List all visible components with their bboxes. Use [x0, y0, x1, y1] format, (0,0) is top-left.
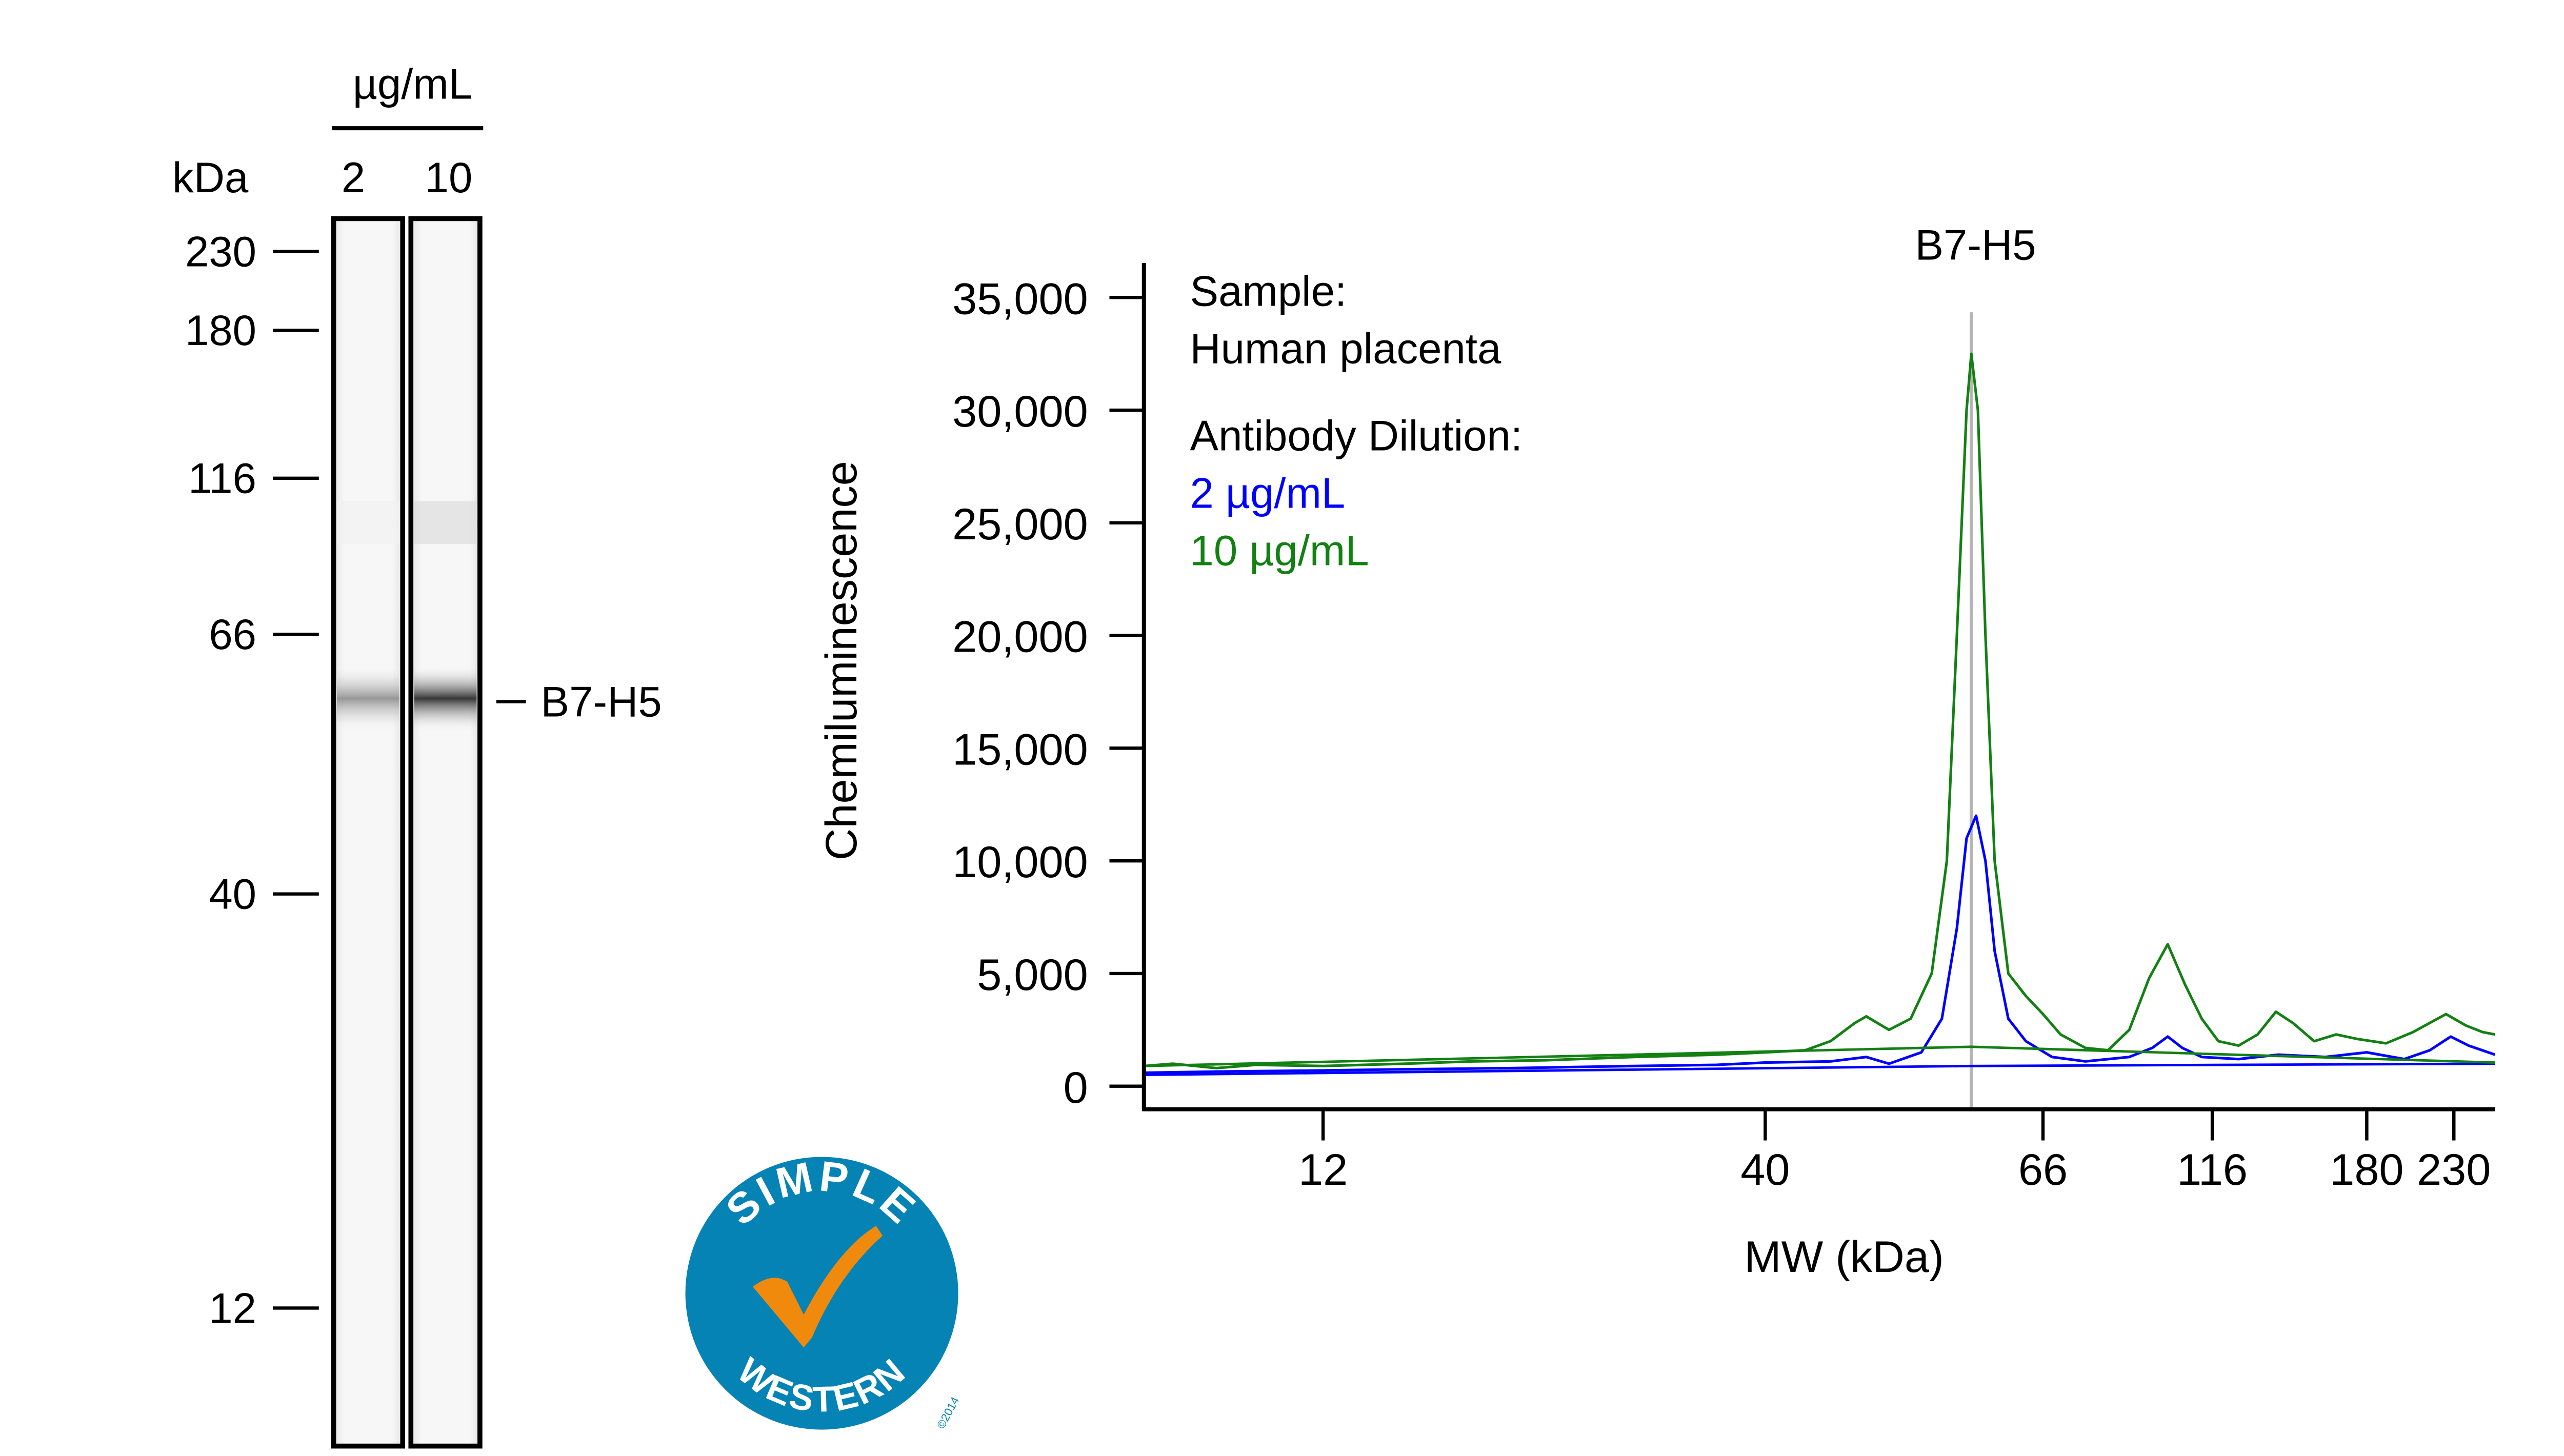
- legend-series-10: 10 µg/mL: [1190, 527, 1369, 575]
- lane-label-10: 10: [425, 154, 473, 201]
- x-tick-label: 116: [2177, 1145, 2248, 1195]
- y-tick-label: 5,000: [977, 951, 1088, 1000]
- series-baseline-0: [1144, 1062, 2495, 1077]
- marker-label: 116: [188, 455, 256, 502]
- y-tick-label: 30,000: [952, 387, 1088, 436]
- x-axis-label: MW (kDa): [1745, 1232, 1944, 1282]
- legend-sample-heading: Sample:: [1190, 267, 1347, 315]
- kda-label: kDa: [172, 154, 249, 201]
- marker-label: 66: [209, 611, 256, 658]
- minor-band: [337, 501, 399, 544]
- series-line-0: [1144, 814, 2496, 1074]
- check-icon: [752, 1226, 883, 1348]
- x-tick-label: 180: [2330, 1145, 2403, 1195]
- legend-dilution-heading: Antibody Dilution:: [1190, 412, 1523, 459]
- x-tick-label: 40: [1740, 1145, 1790, 1195]
- gel-unit-label: µg/mL: [353, 60, 472, 108]
- x-tick-label: 230: [2417, 1145, 2491, 1195]
- y-tick-label: 20,000: [952, 613, 1088, 662]
- logo-copyright: ©2014: [934, 1395, 962, 1431]
- marker-label: 180: [185, 307, 256, 354]
- band-label: B7-H5: [540, 678, 662, 726]
- lane-background: [333, 218, 403, 1446]
- series-line-1: [1144, 352, 2495, 1070]
- chart-title: B7-H5: [1915, 221, 2036, 269]
- legend: Sample: Human placenta Antibody Dilution…: [1190, 267, 1523, 574]
- x-tick-label: 12: [1298, 1145, 1348, 1195]
- marker-label: 230: [185, 228, 256, 275]
- series-baseline-1: [1144, 1045, 2495, 1067]
- minor-band: [414, 501, 477, 544]
- lane-label-2: 2: [342, 154, 365, 201]
- lane-background: [411, 218, 480, 1446]
- marker-label: 12: [209, 1284, 256, 1332]
- lane-border: [408, 216, 483, 1449]
- b7-h5-band: [414, 665, 477, 732]
- lane-border: [331, 216, 406, 1449]
- gel-panel: µg/mL kDa 2 10 230 180 116 66 40 12 B7-H5: [172, 60, 662, 1449]
- marker-label: 40: [209, 871, 256, 918]
- simple-western-logo: SIMPLE WESTERN ©2014: [685, 1152, 962, 1431]
- electropherogram-chart: B7-H5 Chemiluminescence MW (kDa) 0 5,000 1…: [817, 221, 2496, 1282]
- gel-lane: [331, 216, 406, 1449]
- legend-series-2: 2 µg/mL: [1190, 470, 1346, 517]
- y-tick-label: 10,000: [952, 838, 1088, 887]
- gel-lane: [408, 216, 483, 1449]
- y-tick-label: 35,000: [952, 274, 1088, 323]
- y-axis-label: Chemiluminescence: [817, 461, 866, 860]
- y-tick-label: 25,000: [952, 500, 1088, 549]
- x-tick-label: 66: [2018, 1145, 2068, 1195]
- b7-h5-band: [337, 665, 399, 732]
- y-tick-label: 15,000: [952, 725, 1088, 774]
- y-tick-label: 0: [1064, 1063, 1088, 1113]
- legend-sample: Human placenta: [1190, 325, 1501, 372]
